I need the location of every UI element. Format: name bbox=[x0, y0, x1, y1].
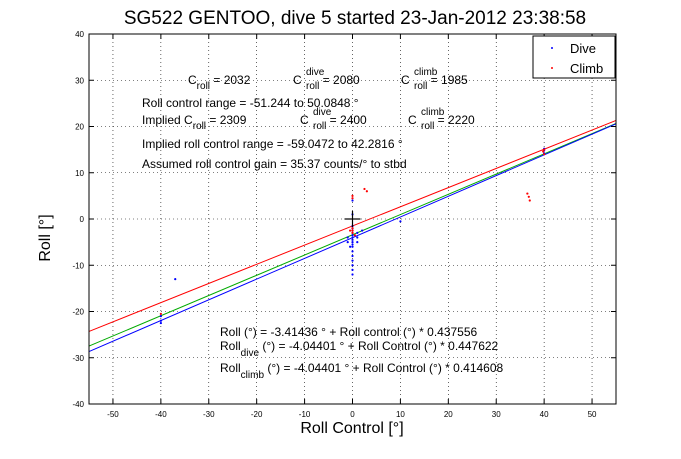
tick-labels: -50 -40 -30 -20 -10 0 10 20 30 40 50 -40 -30 -20 -10 0 1… bbox=[72, 30, 616, 419]
annotation-line-3c: Cclimb roll = 2220 bbox=[408, 107, 475, 132]
point-climb bbox=[159, 312, 162, 315]
annotation-line-5: Assumed roll control gain = 35.37 counts… bbox=[142, 157, 407, 171]
point-climb bbox=[528, 199, 531, 202]
x-tick-label: 20 bbox=[444, 410, 453, 419]
x-tick-label: 50 bbox=[588, 410, 597, 419]
x-tick-label: -10 bbox=[299, 410, 311, 419]
legend-dive-marker bbox=[551, 47, 553, 49]
point-dive bbox=[351, 268, 354, 271]
y-axis-label: Roll [°] bbox=[37, 214, 54, 261]
x-tick-label: -40 bbox=[155, 410, 167, 419]
equation-climb: Rollclimb (°) = -4.04401 ° + Roll Contro… bbox=[220, 361, 504, 381]
y-tick-label: -40 bbox=[72, 400, 84, 409]
point-dive bbox=[159, 315, 162, 318]
x-tick-label: -50 bbox=[107, 410, 119, 419]
point-dive bbox=[174, 278, 177, 281]
annotations: Croll = 2032 Cdive roll = 2080 Cclimb roll… bbox=[142, 67, 504, 381]
annotation-line-4: Implied roll control range = -59.0472 to… bbox=[142, 137, 403, 151]
point-dive bbox=[399, 220, 402, 223]
point-climb bbox=[349, 229, 352, 232]
point-dive bbox=[351, 254, 354, 258]
point-dive bbox=[159, 321, 162, 325]
x-tick-label: 30 bbox=[492, 410, 501, 419]
equation-dive: Rolldive (°) = -4.04401 ° + Roll Control… bbox=[220, 339, 499, 359]
point-dive bbox=[351, 264, 354, 267]
point-dive bbox=[351, 234, 354, 237]
point-climb bbox=[363, 187, 366, 191]
point-dive bbox=[356, 241, 359, 244]
annotation-line-3: Implied Croll = 2309 bbox=[142, 113, 247, 132]
point-dive bbox=[351, 238, 354, 241]
y-tick-label: 0 bbox=[80, 215, 85, 224]
y-tick-label: -30 bbox=[72, 354, 84, 363]
point-climb bbox=[365, 190, 368, 193]
annotation-line-1: Croll = 2032 bbox=[188, 73, 251, 92]
x-tick-label: -30 bbox=[203, 410, 215, 419]
point-dive bbox=[351, 273, 354, 276]
point-dive bbox=[351, 245, 354, 248]
chart-title: SG522 GENTOO, dive 5 started 23-Jan-2012… bbox=[124, 8, 586, 29]
point-dive bbox=[159, 319, 162, 322]
x-axis-label: Roll Control [°] bbox=[300, 420, 403, 437]
y-tick-label: 10 bbox=[75, 169, 84, 178]
point-climb bbox=[543, 148, 546, 151]
y-tick-label: -20 bbox=[72, 308, 84, 317]
y-tick-label: 20 bbox=[75, 123, 84, 132]
point-dive bbox=[351, 236, 354, 239]
legend: Dive Climb bbox=[532, 35, 616, 79]
x-tick-label: 10 bbox=[396, 410, 405, 419]
point-climb bbox=[353, 234, 356, 237]
point-dive bbox=[356, 236, 359, 239]
point-dive bbox=[356, 231, 359, 234]
x-tick-label: 40 bbox=[540, 410, 549, 419]
point-dive bbox=[351, 241, 354, 244]
y-tick-label: -10 bbox=[72, 261, 84, 270]
point-climb bbox=[351, 231, 354, 234]
legend-box bbox=[532, 35, 616, 79]
annotation-line-1c: Cclimb roll = 1985 bbox=[401, 67, 468, 92]
annotation-line-1b: Cdive roll = 2080 bbox=[293, 67, 360, 92]
point-dive bbox=[351, 243, 354, 246]
grid bbox=[89, 33, 616, 405]
y-tick-label: 30 bbox=[75, 76, 84, 85]
annotation-line-3b: Cdive roll = 2400 bbox=[300, 107, 367, 132]
point-climb bbox=[543, 153, 546, 156]
point-climb bbox=[526, 192, 529, 195]
zero-marker bbox=[344, 211, 361, 227]
point-dive bbox=[346, 236, 349, 239]
y-tick-label: 40 bbox=[75, 30, 84, 39]
equation-all: Roll (°) = -3.41436 ° + Roll control (°)… bbox=[220, 325, 478, 339]
legend-dive-label: Dive bbox=[570, 41, 596, 56]
x-tick-label: 0 bbox=[350, 410, 355, 419]
point-climb bbox=[351, 229, 354, 232]
point-climb bbox=[542, 150, 545, 153]
point-dive bbox=[349, 245, 352, 248]
point-dive bbox=[351, 250, 354, 253]
point-climb bbox=[527, 195, 530, 198]
point-dive bbox=[351, 259, 354, 262]
point-dive bbox=[346, 241, 349, 244]
legend-climb-marker bbox=[551, 67, 553, 69]
point-climb bbox=[351, 194, 354, 197]
point-climb bbox=[351, 197, 354, 200]
legend-climb-label: Climb bbox=[570, 61, 603, 76]
point-dive bbox=[360, 229, 364, 232]
x-tick-label: -20 bbox=[251, 410, 263, 419]
point-climb bbox=[351, 227, 354, 230]
annotation-line-2: Roll control range = -51.244 to 50.0848 … bbox=[142, 96, 359, 110]
point-dive bbox=[351, 199, 354, 202]
